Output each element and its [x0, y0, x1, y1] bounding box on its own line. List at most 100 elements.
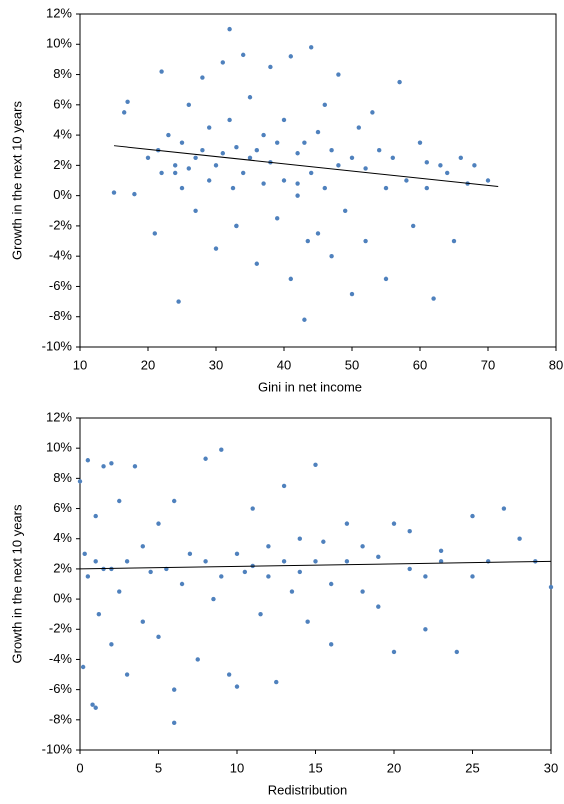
point [517, 536, 522, 541]
point [82, 551, 87, 557]
point [424, 185, 429, 191]
y-tick-label: 2% [53, 157, 72, 172]
point [336, 72, 341, 77]
point [227, 117, 232, 123]
point [93, 559, 98, 564]
point [241, 170, 246, 176]
point [173, 163, 178, 168]
point [159, 69, 164, 74]
point [548, 584, 554, 590]
point [417, 140, 423, 145]
y-tick-label: 4% [53, 530, 72, 545]
point [275, 216, 280, 221]
point [451, 238, 457, 244]
point [458, 155, 463, 160]
x-tick-label: 0 [76, 760, 83, 775]
point [295, 193, 300, 198]
point [383, 185, 389, 191]
y-tick-label: 8% [53, 470, 72, 485]
point [173, 170, 178, 176]
point [125, 99, 130, 104]
point [258, 611, 263, 617]
point [219, 447, 224, 452]
x-tick-label: 50 [345, 357, 359, 372]
point [454, 649, 459, 655]
point [132, 464, 138, 469]
point [315, 129, 321, 135]
point [322, 102, 327, 108]
point [117, 589, 122, 594]
point [344, 559, 350, 564]
point [159, 170, 164, 176]
x-tick-label: 40 [277, 357, 291, 372]
point [166, 132, 171, 138]
point [227, 26, 232, 32]
point [195, 657, 200, 662]
point [288, 54, 293, 59]
point [486, 559, 491, 564]
point [349, 291, 355, 297]
x-tick-label: 70 [481, 357, 495, 372]
x-tick-label: 20 [387, 760, 401, 775]
y-tick-label: 12% [46, 5, 72, 20]
point [261, 181, 266, 186]
point [109, 642, 114, 647]
point [172, 498, 177, 504]
x-tick-label: 80 [549, 357, 563, 372]
point [391, 521, 397, 526]
y-tick-label: 12% [46, 409, 72, 424]
point [250, 506, 255, 511]
point [219, 574, 224, 579]
point [281, 483, 287, 489]
plot-area [79, 417, 552, 751]
point [254, 261, 259, 266]
point [423, 574, 428, 579]
point [179, 140, 185, 145]
point [254, 148, 259, 153]
point [485, 178, 491, 183]
point [203, 559, 208, 564]
point [241, 52, 246, 58]
x-tick-label: 25 [465, 760, 479, 775]
y-tick-label: 0% [53, 187, 72, 202]
point [109, 461, 114, 466]
y-tick-label: -6% [49, 681, 73, 696]
point [329, 581, 334, 587]
x-tick-label: 10 [230, 760, 244, 775]
point [411, 223, 416, 229]
point [349, 155, 355, 160]
point [124, 672, 130, 677]
point [124, 559, 130, 564]
x-tick-label: 30 [544, 760, 558, 775]
point [213, 246, 219, 251]
point [445, 170, 450, 176]
point [302, 140, 307, 145]
x-tick-label: 10 [73, 357, 87, 372]
point [80, 664, 86, 670]
point [470, 513, 475, 519]
point [109, 566, 114, 572]
y-tick-label: 10% [46, 36, 72, 51]
point [234, 684, 240, 689]
point [111, 190, 117, 195]
x-axis-label: Redistribution [268, 782, 348, 797]
y-tick-label: -4% [49, 248, 73, 263]
point [213, 163, 219, 168]
point [438, 548, 444, 553]
point [305, 619, 310, 624]
point [117, 498, 122, 504]
point [329, 253, 334, 259]
point [186, 102, 191, 108]
y-tick-label: -6% [49, 278, 73, 293]
point [360, 589, 365, 594]
point [305, 238, 310, 244]
point [93, 705, 98, 710]
point [383, 276, 389, 282]
point [501, 506, 507, 511]
point [423, 627, 428, 632]
point [344, 521, 350, 526]
x-tick-label: 5 [155, 760, 162, 775]
point [193, 155, 198, 160]
point [132, 191, 137, 197]
